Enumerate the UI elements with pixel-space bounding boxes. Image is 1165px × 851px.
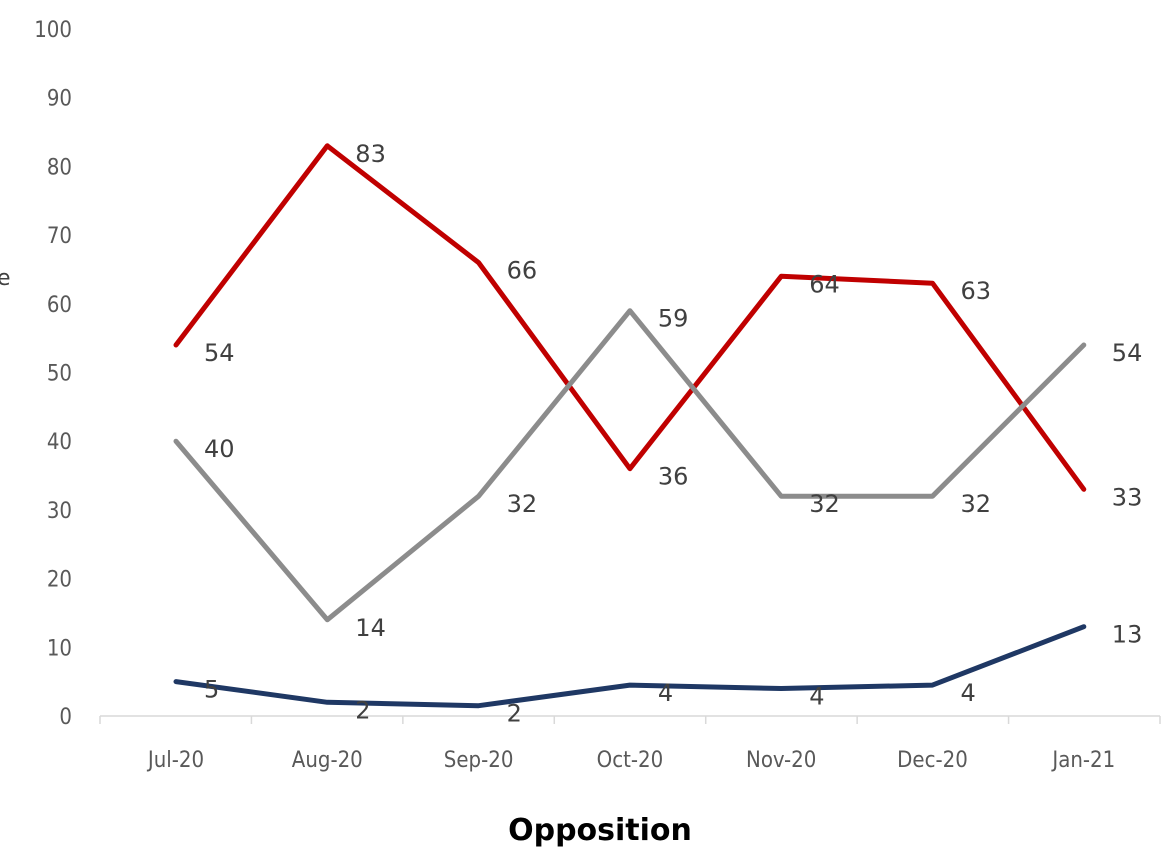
- y-tick-label: 90: [47, 87, 72, 112]
- data-label: 66: [507, 257, 538, 285]
- y-tick-label: 40: [47, 430, 72, 455]
- data-label: 13: [1112, 621, 1143, 649]
- y-axis-title: e: [0, 266, 11, 291]
- data-label: 14: [355, 614, 386, 642]
- x-axis: Jul-20 Aug-20 Sep-20 Oct-20 Nov-20 Dec-20 Jan-…: [99, 715, 1161, 773]
- y-tick-label: 70: [47, 224, 72, 249]
- data-label: 32: [507, 490, 538, 518]
- x-tick-label: Jan-21: [1050, 748, 1115, 773]
- y-tick-label: 60: [47, 293, 72, 318]
- series-line-1: [173, 143, 1087, 492]
- data-label: 64: [809, 270, 840, 298]
- x-tick-label: Nov-20: [746, 748, 816, 773]
- data-label: 32: [961, 490, 992, 518]
- data-label: 33: [1112, 483, 1143, 511]
- x-tick-label: Jul-20: [146, 748, 204, 773]
- y-tick-label: 100: [34, 18, 72, 43]
- series-line-3: [173, 624, 1087, 709]
- data-label: 2: [507, 700, 522, 728]
- data-label: 59: [658, 305, 689, 333]
- data-label: 54: [1112, 339, 1143, 367]
- y-tick-label: 30: [47, 499, 72, 524]
- data-label: 63: [961, 277, 992, 305]
- series-lines: [173, 143, 1087, 709]
- y-tick-label: 20: [47, 568, 72, 593]
- data-label: 32: [809, 490, 840, 518]
- x-tick-label: Sep-20: [444, 748, 514, 773]
- data-label: 40: [204, 435, 235, 463]
- series-line-2: [173, 308, 1087, 623]
- x-tick-label: Dec-20: [897, 748, 968, 773]
- y-axis-ticks: 0 10 20 30 40 50 60 70 80 90 100: [34, 18, 72, 730]
- x-tick-label: Oct-20: [597, 748, 664, 773]
- x-tick-label: Aug-20: [292, 748, 363, 773]
- data-label: 5: [204, 676, 219, 704]
- x-axis-title: Opposition: [508, 813, 692, 848]
- data-label: 4: [658, 679, 673, 707]
- data-label: 54: [204, 339, 235, 367]
- y-tick-label: 80: [47, 155, 72, 180]
- data-label: 2: [355, 696, 370, 724]
- data-label: 4: [809, 683, 824, 711]
- y-tick-label: 10: [47, 636, 72, 661]
- data-label: 4: [961, 679, 976, 707]
- data-labels: 54 83 66 36 64 63 33 40 14 32 59 32 32 54 5 2 2 4 4 4 13: [204, 140, 1142, 728]
- data-label: 36: [658, 463, 689, 491]
- data-label: 83: [355, 140, 386, 168]
- y-tick-label: 50: [47, 362, 72, 387]
- y-tick-label: 0: [59, 705, 72, 730]
